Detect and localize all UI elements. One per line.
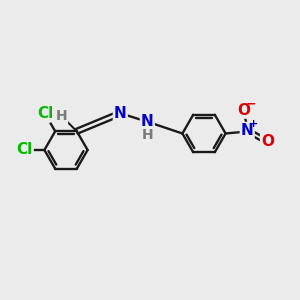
Text: N: N [141, 114, 154, 129]
Text: N: N [114, 106, 127, 121]
Text: +: + [249, 119, 258, 129]
Text: N: N [241, 123, 253, 138]
Text: Cl: Cl [37, 106, 53, 121]
Text: O: O [238, 103, 251, 118]
Text: O: O [261, 134, 274, 149]
Text: H: H [142, 128, 154, 142]
Text: Cl: Cl [16, 142, 32, 158]
Text: H: H [56, 109, 67, 123]
Text: −: − [246, 98, 256, 111]
